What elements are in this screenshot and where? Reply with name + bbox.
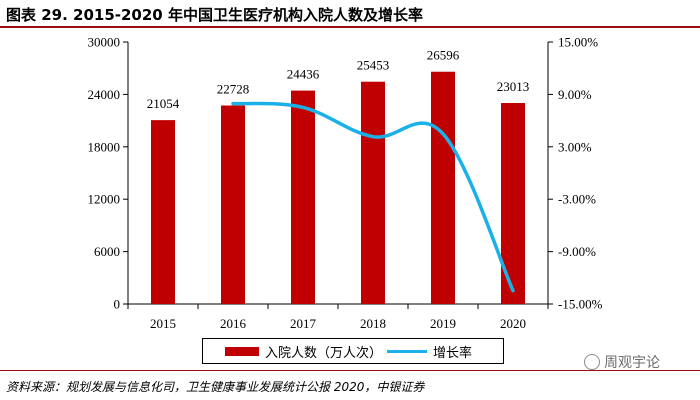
x-tick-label: 2017	[290, 316, 317, 331]
left-tick-label: 0	[114, 297, 121, 312]
legend-item-line: 增长率	[387, 339, 472, 363]
bar-data-label: 21054	[147, 96, 180, 111]
right-tick-label: 15.00%	[558, 35, 598, 50]
legend-label-bars: 入院人数（万人次）	[265, 345, 383, 361]
bar	[361, 81, 385, 304]
legend-swatch-line	[387, 349, 427, 353]
legend: 入院人数（万人次） 增长率	[202, 338, 504, 364]
watermark: 周观宇论	[584, 352, 660, 372]
x-tick-label: 2016	[220, 316, 247, 331]
x-tick-label: 2019	[430, 316, 456, 331]
chart-title: 图表 29. 2015-2020 年中国卫生医疗机构入院人数及增长率	[6, 6, 423, 24]
legend-label-line: 增长率	[433, 345, 473, 361]
legend-swatch-bars	[225, 346, 259, 356]
x-tick-label: 2020	[500, 316, 526, 331]
growth-rate-line	[231, 101, 515, 293]
wechat-icon	[584, 354, 600, 370]
bar-data-label: 23013	[497, 79, 530, 94]
title-divider	[0, 26, 700, 28]
right-tick-label: -3.00%	[558, 192, 596, 207]
x-tick-label: 2018	[360, 316, 386, 331]
bar	[291, 90, 315, 304]
source-note: 资料来源：规划发展与信息化司，卫生健康事业发展统计公报 2020，中银证券	[6, 380, 425, 394]
legend-item-bars: 入院人数（万人次）	[225, 339, 382, 363]
watermark-text: 周观宇论	[604, 355, 660, 371]
bar-data-label: 22728	[217, 82, 250, 97]
right-tick-label: -9.00%	[558, 244, 596, 259]
right-tick-label: 9.00%	[558, 87, 592, 102]
right-tick-label: 3.00%	[558, 139, 592, 154]
left-tick-label: 12000	[88, 192, 121, 207]
bar-data-label: 25453	[357, 58, 390, 73]
left-tick-label: 30000	[88, 35, 121, 50]
left-tick-label: 24000	[88, 87, 121, 102]
source-divider	[0, 370, 700, 371]
bar	[431, 71, 455, 304]
x-tick-label: 2015	[150, 316, 176, 331]
bar	[221, 105, 245, 305]
left-tick-label: 6000	[94, 244, 120, 259]
right-tick-label: -15.00%	[558, 297, 603, 312]
bar-data-label: 26596	[427, 48, 460, 63]
bar-data-label: 24436	[287, 67, 320, 82]
bar	[151, 120, 175, 304]
left-tick-label: 18000	[88, 139, 121, 154]
